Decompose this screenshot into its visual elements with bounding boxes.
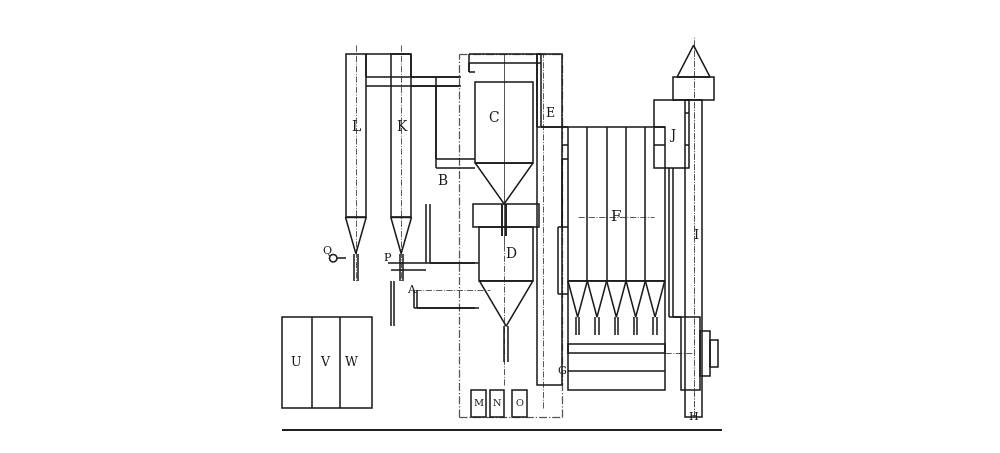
Text: P: P	[383, 253, 390, 263]
Bar	[282, 317, 372, 408]
Text: A: A	[407, 285, 415, 295]
Bar	[391, 54, 411, 217]
Bar	[475, 82, 533, 163]
Text: M: M	[473, 399, 483, 408]
Text: H: H	[689, 412, 698, 422]
Bar	[710, 340, 718, 367]
Bar	[479, 226, 533, 281]
Bar	[568, 127, 665, 353]
Text: L: L	[351, 120, 360, 134]
Text: N: N	[493, 399, 501, 408]
Text: K: K	[396, 120, 406, 134]
Text: U: U	[291, 356, 301, 369]
Text: V: V	[320, 356, 329, 369]
Bar	[537, 54, 562, 385]
Text: O: O	[516, 399, 523, 408]
Bar	[568, 344, 665, 390]
Bar	[681, 317, 700, 390]
Bar	[346, 54, 366, 217]
Bar	[471, 390, 486, 417]
Text: C: C	[489, 111, 499, 125]
Text: Q: Q	[322, 246, 332, 256]
Text: J: J	[670, 130, 675, 142]
Text: B: B	[437, 174, 447, 188]
Bar	[700, 331, 710, 376]
Text: D: D	[505, 247, 516, 260]
Bar	[490, 390, 504, 417]
Bar	[685, 100, 702, 417]
Text: E: E	[545, 107, 554, 120]
Bar	[512, 390, 527, 417]
Text: F: F	[610, 211, 621, 224]
Bar	[473, 204, 539, 226]
Text: I: I	[693, 229, 698, 242]
Text: G: G	[557, 366, 566, 376]
Bar	[654, 100, 689, 168]
Text: W: W	[345, 356, 358, 369]
